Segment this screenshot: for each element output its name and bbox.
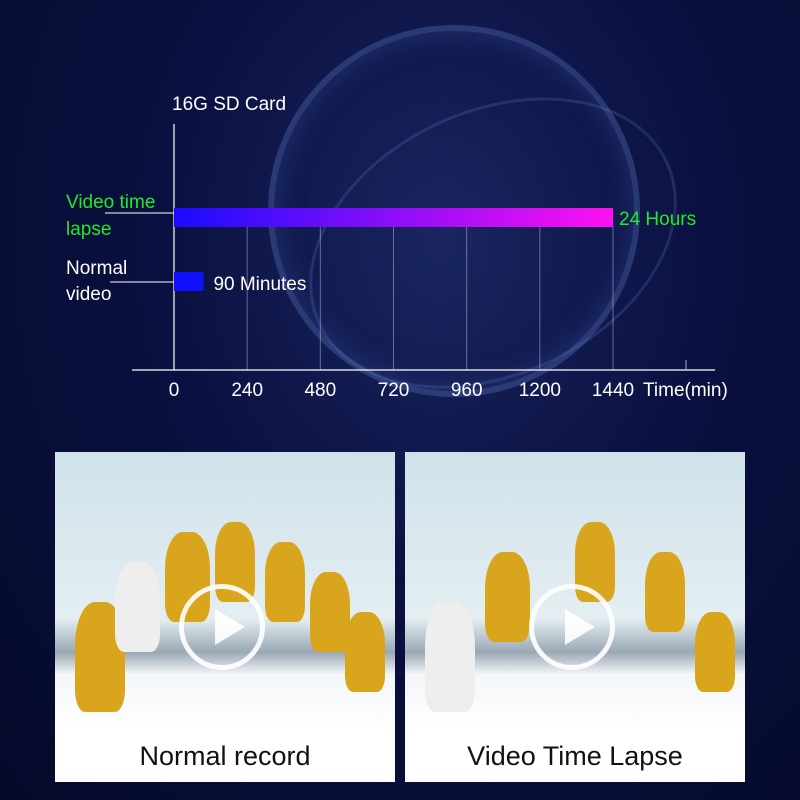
bar-normal-video — [174, 272, 204, 291]
x-tick-label: 1200 — [519, 380, 561, 401]
category-line: Normal — [66, 258, 127, 279]
skier-sequence-image — [55, 452, 395, 730]
category-line: video — [66, 284, 111, 305]
x-tick-label: 960 — [451, 380, 483, 401]
x-tick-label: 480 — [304, 380, 336, 401]
panel-video-time-lapse[interactable]: Video Time Lapse — [405, 452, 745, 782]
panel-caption: Normal record — [139, 741, 311, 771]
panel-normal-record[interactable]: Normal record — [55, 452, 395, 782]
play-icon[interactable] — [179, 584, 265, 670]
skier-sequence-image — [405, 452, 745, 730]
x-tick-label: 1440 — [592, 380, 634, 401]
category-label-time-lapse: Video time lapse — [66, 192, 155, 240]
x-tick-label: 720 — [378, 380, 410, 401]
category-label-normal: Normal video — [66, 258, 127, 305]
storage-chart: 16G SD Card 24 Hours 90 Minutes Video ti… — [66, 94, 728, 401]
play-icon[interactable] — [529, 584, 615, 670]
data-label-time-lapse: 24 Hours — [619, 209, 696, 230]
x-tick-label: 240 — [231, 380, 263, 401]
chart-title: 16G SD Card — [172, 94, 286, 115]
category-line: Video time — [66, 192, 155, 213]
x-tick-label: 0 — [169, 380, 180, 401]
data-label-normal: 90 Minutes — [213, 274, 306, 295]
panel-caption: Video Time Lapse — [467, 741, 683, 771]
x-axis-label: Time(min) — [643, 380, 728, 401]
category-line: lapse — [66, 219, 111, 240]
bar-video-time-lapse — [174, 208, 613, 227]
